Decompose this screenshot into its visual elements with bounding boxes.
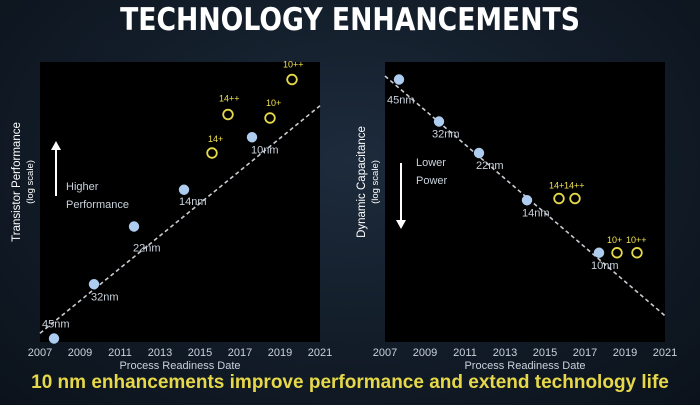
node-marker-14nm [521,195,533,206]
enhancement-label-10+: 10+ [266,98,281,108]
x-tick-label: 2021 [308,347,332,359]
x-tick-label: 2009 [413,347,437,359]
enhancement-marker-14++ [222,108,234,121]
direction-arrow-head [396,220,406,229]
node-marker-32nm [433,116,445,127]
x-tick-label: 2017 [228,347,252,359]
y-axis-title: Transistor Performance [11,122,23,242]
enhancement-marker-14+ [206,147,218,159]
transistor-performance-chart: 2007 2009 2011 2013 2015 2017 2019 2021 Process … [11,60,332,373]
node-marker-10nm [593,247,605,258]
direction-annotation: Performance [66,199,129,211]
node-label-22nm: 22nm [133,243,161,255]
enhancement-label-14++: 14++ [219,94,240,104]
enhancement-label-10++: 10++ [283,60,304,70]
node-marker-22nm [473,147,485,159]
y-axis-title: Dynamic Capacitance [356,126,368,238]
node-label-32nm: 32nm [91,291,119,303]
x-axis-title: Process Readiness Date [464,360,585,372]
x-tick-label: 2015 [188,347,212,359]
node-label-10nm: 10nm [251,144,279,156]
enhancement-marker-14+ [553,192,565,205]
x-tick-label: 2021 [653,347,677,359]
enhancement-label-10+: 10+ [607,235,622,245]
enhancement-marker-10+ [611,247,623,259]
enhancement-label-10++: 10++ [626,235,647,245]
node-marker-45nm [393,74,405,85]
enhancement-marker-14++ [569,192,581,205]
node-marker-14nm [178,184,190,195]
node-marker-32nm [88,279,100,290]
direction-annotation: Power [416,175,448,187]
node-label-22nm: 22nm [476,160,504,172]
x-tick-label: 2011 [108,347,132,359]
slide-footer-caption: 10 nm enhancements improve performance a… [31,372,669,393]
x-tick-label: 2015 [533,347,557,359]
enhancement-label-14+: 14+ [549,181,564,191]
enhancement-label-14+: 14+ [208,134,223,144]
node-label-14nm: 14nm [522,207,550,219]
x-tick-label: 2013 [148,347,172,359]
x-tick-label: 2007 [373,347,397,359]
direction-arrow-head [51,141,61,150]
node-marker-45nm [48,333,60,344]
x-tick-label: 2019 [268,347,292,359]
x-tick-label: 2017 [573,347,597,359]
enhancement-marker-10+ [264,112,276,124]
enhancement-marker-10++ [631,247,643,259]
x-tick-label: 2019 [613,347,637,359]
x-tick-label: 2009 [68,347,92,359]
dynamic-capacitance-chart: 2007 2009 2011 2013 2015 2017 2019 2021 Process … [356,62,677,372]
x-tick-label: 2011 [453,347,477,359]
x-axis-title: Process Readiness Date [119,360,240,372]
node-label-10nm: 10nm [591,260,619,272]
enhancement-marker-10++ [286,73,298,86]
node-label-32nm: 32nm [432,129,460,141]
node-marker-10nm [246,132,258,143]
node-label-14nm: 14nm [179,196,207,208]
slide-title: TECHNOLOGY ENHANCEMENTS [120,2,580,38]
direction-annotation: Higher [66,181,99,193]
node-label-45nm: 45nm [42,319,70,331]
y-axis-subtitle: (log scale) [25,160,36,204]
node-marker-22nm [128,221,140,232]
enhancement-label-14++: 14++ [564,181,585,191]
x-tick-label: 2007 [28,347,52,359]
x-tick-label: 2013 [493,347,517,359]
y-axis-subtitle: (log scale) [370,160,381,204]
direction-annotation: Lower [416,157,446,169]
plot-area [40,62,320,342]
node-label-45nm: 45nm [387,95,415,107]
